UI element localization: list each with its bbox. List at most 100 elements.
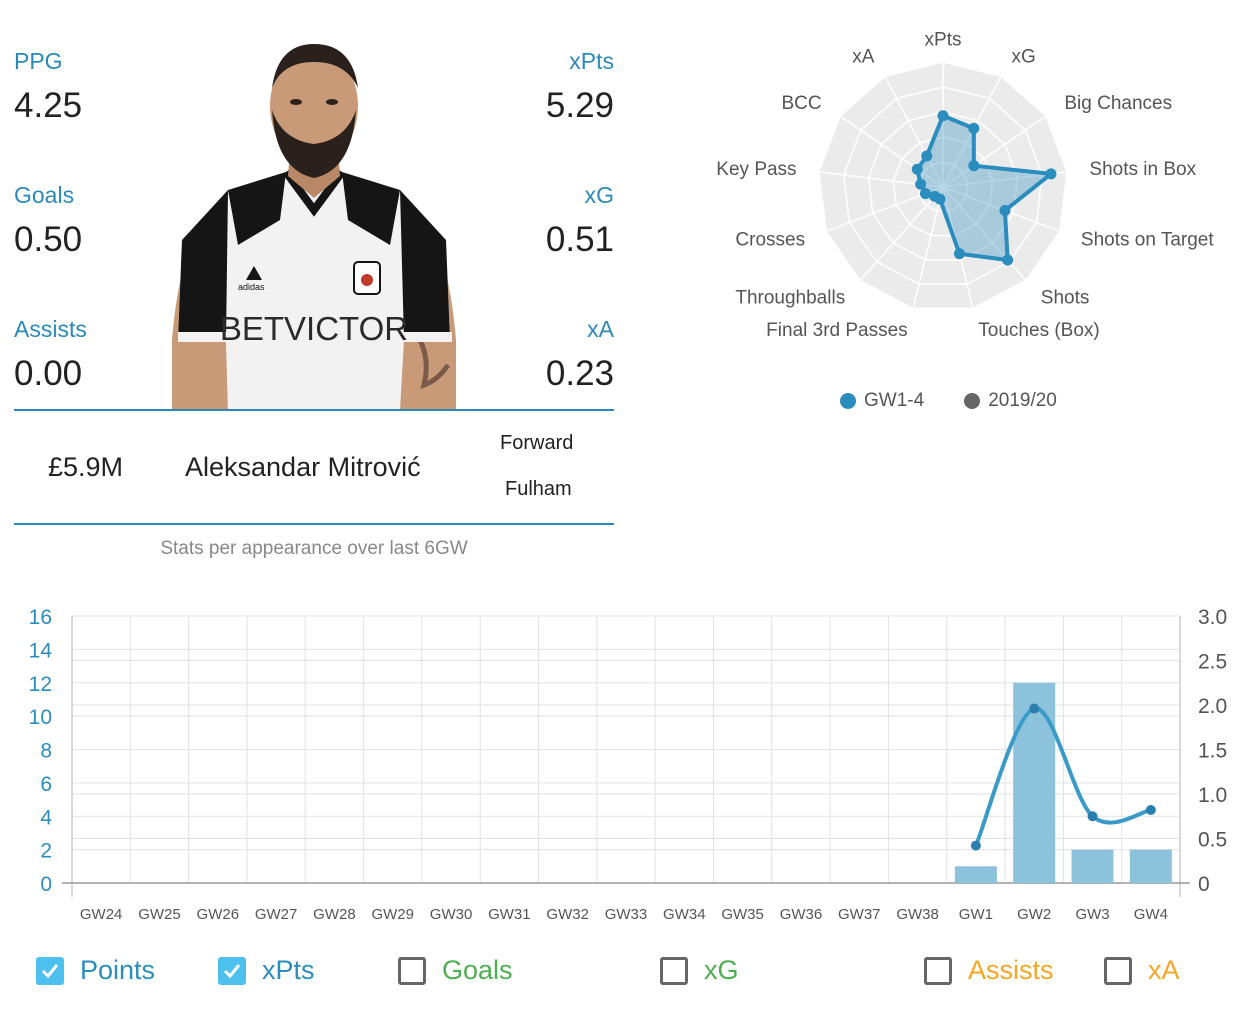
- legend-label: GW1-4: [864, 390, 925, 411]
- ppg-value: 4.25: [14, 86, 83, 125]
- xpts-point: [970, 840, 981, 851]
- x-tick-label: GW31: [488, 906, 531, 923]
- stats-caption: Stats per appearance over last 6GW: [160, 538, 468, 559]
- radar-point: [953, 248, 965, 260]
- x-tick-label: GW3: [1075, 906, 1109, 923]
- y-left-tick: 2: [40, 840, 52, 863]
- toggle-xa[interactable]: xA: [1104, 955, 1180, 986]
- toggle-label: Goals: [442, 955, 513, 985]
- radar-spoke: [912, 186, 944, 309]
- player-team: Fulham: [505, 478, 572, 500]
- ppg-label: PPG: [14, 48, 63, 74]
- shirt-sponsor: BETVICTOR: [220, 310, 408, 347]
- radar-point: [968, 160, 980, 172]
- y-left-tick: 16: [29, 606, 52, 629]
- radar-spoke: [859, 186, 944, 282]
- checkbox-icon[interactable]: [398, 956, 426, 985]
- goals-label: Goals: [14, 182, 75, 208]
- x-tick-label: GW4: [1134, 906, 1168, 923]
- points-bar: [954, 866, 997, 883]
- legend-dot-icon: [964, 393, 981, 409]
- radar-point: [911, 163, 923, 175]
- x-tick-label: GW30: [430, 906, 473, 923]
- xg-value: 0.51: [545, 220, 614, 259]
- x-tick-label: GW38: [896, 906, 939, 923]
- x-tick-label: GW28: [313, 906, 356, 923]
- x-tick-label: GW25: [138, 906, 181, 923]
- toggle-goals[interactable]: Goals: [398, 955, 513, 986]
- y-right-tick: 0: [1198, 873, 1210, 896]
- radar-axis-label: Key Pass: [716, 159, 796, 180]
- toggle-xpts[interactable]: xPts: [218, 955, 315, 986]
- checkbox-icon[interactable]: [1104, 956, 1132, 985]
- checkbox-icon[interactable]: [660, 956, 688, 985]
- player-name: Aleksandar Mitrović: [185, 452, 421, 482]
- toggle-label: xG: [704, 955, 739, 985]
- points-bar: [1071, 849, 1114, 883]
- checkbox-icon[interactable]: [36, 956, 64, 985]
- x-tick-label: GW27: [255, 906, 298, 923]
- radar-spoke: [884, 75, 944, 188]
- xg-label: xG: [584, 182, 614, 208]
- radar-axis-label: xA: [852, 46, 875, 67]
- xpts-point: [1087, 811, 1098, 822]
- x-tick-label: GW34: [663, 906, 706, 923]
- player-position: Forward: [500, 432, 574, 454]
- y-left-tick: 10: [29, 706, 52, 729]
- toggle-assists[interactable]: Assists: [924, 955, 1054, 986]
- radar-ring: [892, 136, 994, 237]
- radar-ring: [867, 111, 1019, 261]
- checkbox-icon[interactable]: [218, 956, 246, 985]
- xa-value: 0.23: [545, 354, 614, 393]
- xpts-point: [1029, 703, 1040, 714]
- radar-axis-label: Throughballs: [735, 287, 845, 308]
- legend-item-season[interactable]: 2019/20: [964, 390, 1057, 412]
- radar-point: [919, 188, 931, 200]
- radar-axis-label: xPts: [925, 30, 962, 51]
- toggle-label: Points: [80, 955, 156, 985]
- y-right-tick: 0.5: [1198, 829, 1227, 852]
- points-chart: 0 2 4 6 8 10 12 14 16 0 0.5 1.0 1.5 2.0 2.5 3.0 GW24 GW25…: [29, 606, 1228, 923]
- radar-axis-label: Final 3rd Passes: [766, 320, 908, 341]
- radar-point: [999, 204, 1011, 216]
- x-tick-label: GW1: [959, 906, 993, 923]
- y-left-tick: 8: [40, 740, 52, 763]
- x-tick-label: GW32: [546, 906, 589, 923]
- x-tick-label: GW35: [721, 906, 764, 923]
- legend-label: 2019/20: [988, 390, 1057, 411]
- radar-point: [921, 150, 933, 162]
- radar-point: [915, 178, 927, 190]
- svg-text:adidas: adidas: [238, 282, 265, 292]
- radar-ring: [818, 61, 1068, 310]
- radar-axis-label: Big Chances: [1064, 93, 1172, 114]
- y-right-tick: 2.0: [1198, 695, 1227, 718]
- goals-value: 0.50: [14, 220, 83, 259]
- y-right-tick: 1.5: [1198, 740, 1227, 763]
- card-divider-top: [14, 409, 614, 411]
- player-photo: adidas BETVICTOR: [172, 44, 456, 410]
- radar-axis-label: BCC: [781, 93, 821, 114]
- y-left-tick: 0: [40, 873, 52, 896]
- radar-point: [968, 122, 980, 134]
- y-left-tick: 12: [29, 673, 52, 696]
- player-price: £5.9M: [48, 452, 124, 482]
- toggle-label: Assists: [968, 955, 1054, 985]
- legend-item-gw[interactable]: GW1-4: [840, 390, 924, 412]
- y-right-tick: 1.0: [1198, 784, 1227, 807]
- toggle-points[interactable]: Points: [36, 955, 155, 986]
- radar-spoke: [942, 115, 1047, 188]
- y-right-tick: 3.0: [1198, 606, 1227, 629]
- y-left-tick: 14: [29, 639, 53, 662]
- radar-axis-label: xG: [1012, 46, 1036, 67]
- x-tick-label: GW36: [780, 906, 823, 923]
- checkbox-icon[interactable]: [924, 956, 952, 985]
- radar-spoke: [942, 186, 1027, 282]
- xpts-value: 5.29: [545, 86, 614, 125]
- toggle-xg[interactable]: xG: [660, 955, 739, 986]
- radar-point: [1002, 254, 1014, 266]
- radar-point: [937, 110, 949, 122]
- points-bar: [1129, 849, 1172, 883]
- y-left-tick: 4: [40, 806, 52, 829]
- card-divider-bottom: [14, 523, 614, 525]
- legend-dot-icon: [840, 393, 856, 409]
